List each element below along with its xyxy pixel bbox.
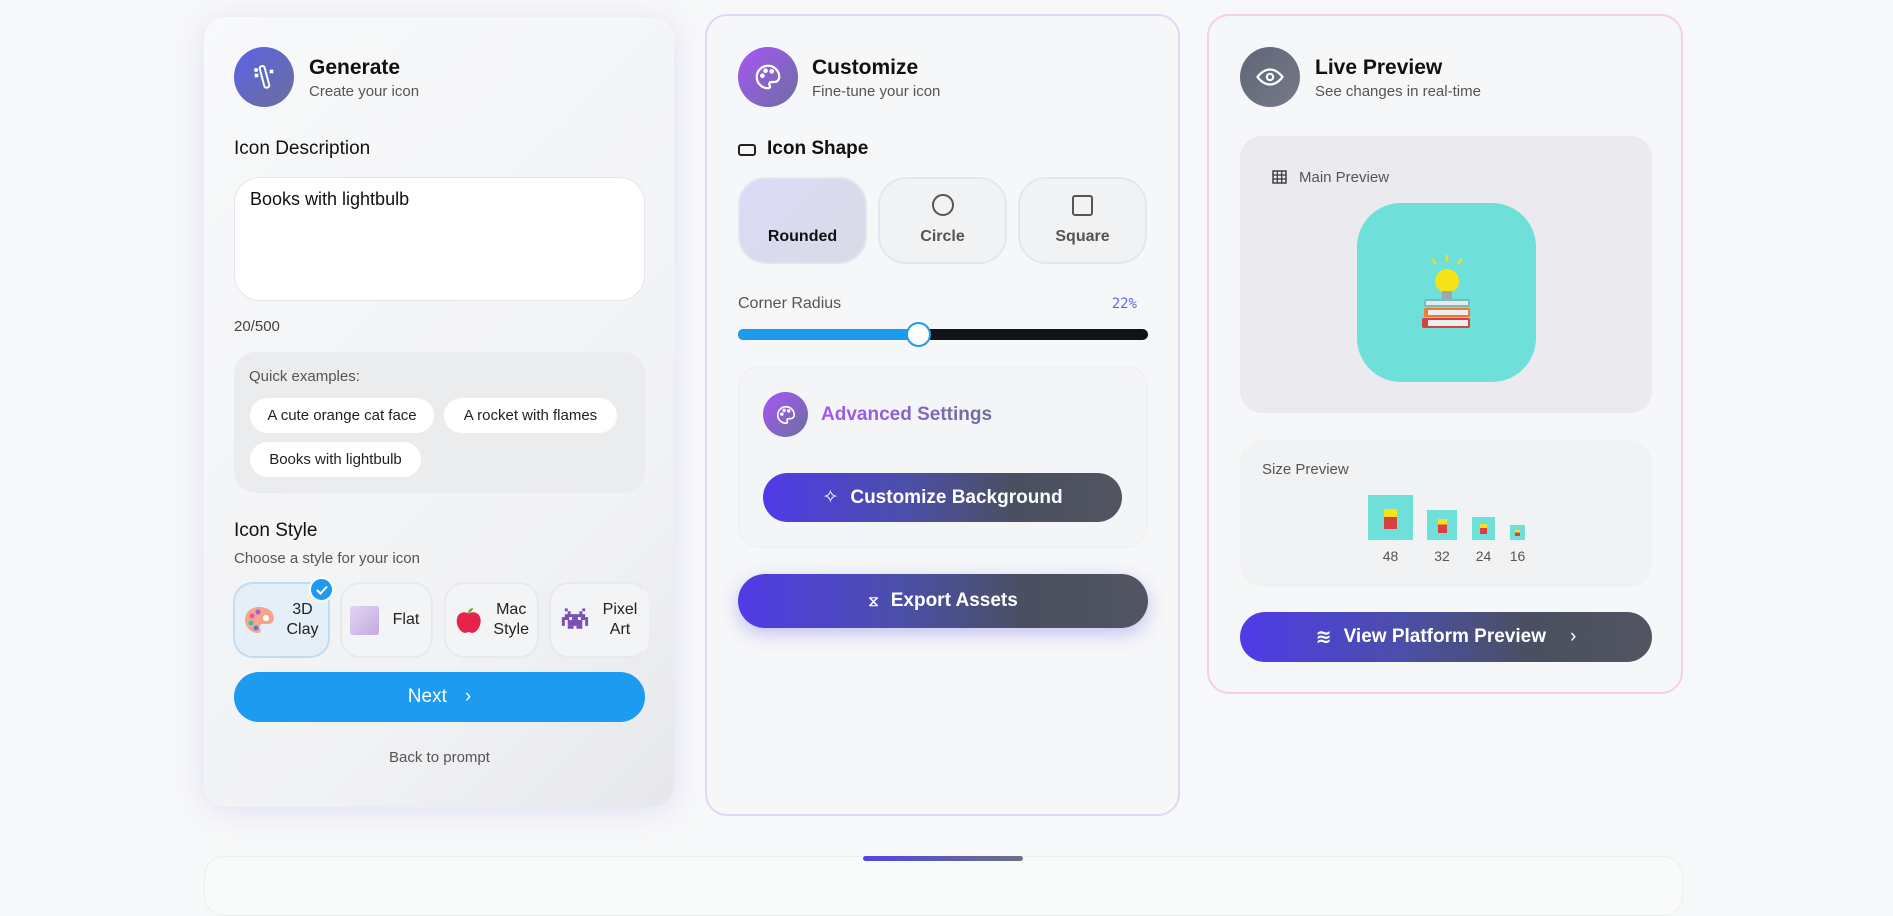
- palette-icon: [738, 47, 798, 107]
- style-label-text: Pixel Art: [602, 601, 638, 638]
- size-label: 16: [1509, 548, 1526, 564]
- style-mac[interactable]: Mac Style: [444, 582, 539, 658]
- style-pixel-art[interactable]: Pixel Art: [549, 582, 649, 658]
- export-assets-button[interactable]: ⧖ Export Assets: [738, 574, 1148, 628]
- chevron-right-icon: ›: [464, 686, 472, 707]
- eye-icon: [1240, 47, 1300, 107]
- generate-subtitle: Create your icon: [309, 83, 420, 100]
- corner-radius-value: 22%: [1111, 296, 1137, 312]
- shape-circle-button[interactable]: Circle: [878, 177, 1007, 264]
- size-label: 48: [1382, 548, 1399, 564]
- slider-thumb[interactable]: [906, 322, 932, 347]
- slider-fill: [738, 329, 919, 340]
- generate-title: Generate: [309, 56, 401, 79]
- square-icon: [350, 605, 379, 635]
- corner-radius-slider[interactable]: [738, 322, 1148, 347]
- style-flat[interactable]: Flat: [340, 582, 433, 658]
- palette-icon: [763, 392, 808, 437]
- next-label: Next: [407, 686, 447, 707]
- style-label: Icon Style: [234, 520, 318, 541]
- button-label: Customize Background: [850, 486, 1063, 508]
- description-label: Icon Description: [234, 138, 371, 159]
- shape-square-button[interactable]: Square: [1018, 177, 1147, 264]
- apple-icon: [456, 608, 481, 633]
- style-label-text: Mac Style: [493, 601, 529, 638]
- export-icon: ⧖: [868, 592, 879, 610]
- palette-icon: [245, 607, 274, 633]
- preview-title: Live Preview: [1315, 56, 1443, 79]
- corner-radius-label: Corner Radius: [738, 295, 842, 312]
- style-3d-clay[interactable]: 3D Clay: [233, 582, 330, 658]
- books-lightbulb-icon: [1421, 254, 1470, 328]
- advanced-settings-toggle[interactable]: Advanced Settings: [821, 404, 993, 425]
- square-icon: [1072, 195, 1093, 216]
- shape-label-text: Square: [1055, 228, 1110, 245]
- progress-indicator: [863, 856, 1023, 861]
- rectangle-icon: [738, 144, 756, 156]
- next-button[interactable]: Next ›: [234, 672, 645, 722]
- view-platform-preview-button[interactable]: ≋ View Platform Preview ›: [1240, 612, 1652, 662]
- size-label: 32: [1434, 548, 1450, 564]
- example-chip[interactable]: A rocket with flames: [444, 398, 617, 433]
- example-chip[interactable]: A cute orange cat face: [250, 398, 434, 433]
- circle-icon: [931, 194, 954, 216]
- preview-subtitle: See changes in real-time: [1315, 83, 1481, 100]
- shape-label-text: Circle: [920, 228, 965, 245]
- main-icon-preview: [1357, 203, 1536, 382]
- shape-label-text: Rounded: [767, 228, 838, 245]
- char-count: 20/500: [234, 318, 280, 335]
- size-thumbnail: [1472, 517, 1495, 540]
- bottom-panel: [204, 856, 1683, 916]
- layers-icon: ≋: [1315, 626, 1332, 648]
- check-icon: [309, 577, 334, 602]
- button-label: Export Assets: [890, 590, 1018, 611]
- main-preview-label: Main Preview: [1299, 169, 1390, 186]
- size-preview-label: Size Preview: [1262, 461, 1349, 478]
- space-invader-icon: [561, 608, 589, 629]
- button-label: View Platform Preview: [1343, 626, 1546, 647]
- quick-examples-label: Quick examples:: [249, 368, 360, 385]
- size-label: 24: [1475, 548, 1492, 564]
- back-to-prompt-link[interactable]: Back to prompt: [389, 749, 490, 766]
- customize-background-button[interactable]: ✧ Customize Background: [763, 473, 1122, 522]
- customize-subtitle: Fine-tune your icon: [812, 83, 941, 100]
- style-subtitle: Choose a style for your icon: [234, 550, 420, 567]
- example-chip[interactable]: Books with lightbulb: [250, 442, 421, 477]
- shape-label: Icon Shape: [767, 138, 869, 159]
- chevron-right-icon: ›: [1570, 626, 1577, 647]
- size-thumbnail: [1368, 495, 1413, 540]
- magic-wand-icon: [234, 47, 294, 107]
- description-input[interactable]: Books with lightbulb: [234, 177, 645, 301]
- size-thumbnail: [1427, 510, 1457, 540]
- style-label-text: 3D Clay: [286, 601, 319, 638]
- style-label-text: Flat: [392, 611, 420, 628]
- shape-rounded-button[interactable]: Rounded: [738, 177, 867, 264]
- sparkles-icon: ✧: [822, 487, 839, 508]
- size-thumbnail: [1510, 525, 1525, 540]
- customize-title: Customize: [812, 56, 919, 79]
- grid-icon: [1272, 170, 1287, 184]
